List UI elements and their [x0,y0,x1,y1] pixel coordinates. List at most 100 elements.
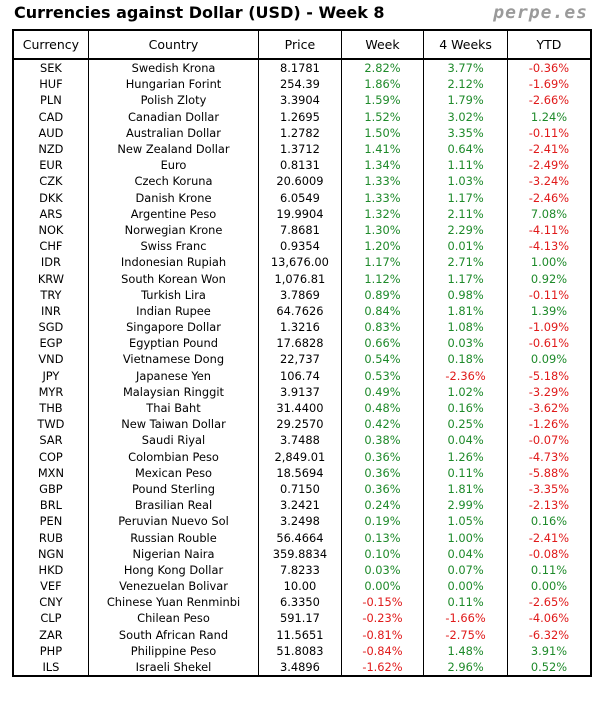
cell-ytd: -4.73% [506,448,592,465]
col-header-4weeks[interactable]: 4 Weeks [423,30,508,60]
cell-country: Egyptian Pound [87,335,260,352]
cell-week: 0.36% [340,480,425,498]
cell-4weeks: 0.04% [423,545,508,562]
cell-4weeks: 3.77% [423,59,508,77]
cell-ytd: 0.09% [506,351,592,368]
cell-week: 0.53% [340,367,425,384]
table-row: NOK Norwegian Krone 7.8681 1.30% 2.29% -4.11% [12,221,592,239]
cell-country: South African Rand [87,626,260,643]
cell-country: Saudi Riyal [87,432,260,449]
cell-currency: JPY [12,367,89,384]
table-row: COP Colombian Peso 2,849.01 0.36% 1.26% -4.73… [12,448,592,465]
cell-price: 20.6009 [258,173,342,190]
cell-week: 0.48% [340,399,425,417]
table-row: EUR Euro 0.8131 1.34% 1.11% -2.49% [12,157,592,174]
cell-week: -0.15% [340,594,425,611]
table-row: ARS Argentine Peso 19.9904 1.32% 2.11% 7.08% [12,205,592,222]
col-header-week[interactable]: Week [340,30,425,60]
cell-price: 7.8233 [258,561,342,578]
col-header-currency[interactable]: Currency [12,30,89,60]
cell-4weeks: 1.03% [423,173,508,190]
cell-4weeks: 2.29% [423,221,508,239]
col-header-price[interactable]: Price [258,30,342,60]
cell-currency: RUB [12,529,89,546]
table-row: TRY Turkish Lira 3.7869 0.89% 0.98% -0.11% [12,286,592,303]
cell-price: 18.5694 [258,464,342,481]
col-header-country[interactable]: Country [87,30,260,60]
table-row: DKK Danish Krone 6.0549 1.33% 1.17% -2.46% [12,189,592,206]
col-header-ytd[interactable]: YTD [506,30,592,60]
cell-ytd: -3.35% [506,480,592,498]
cell-price: 1.2695 [258,108,342,125]
table-row: RUB Russian Rouble 56.4664 0.13% 1.00% -2.41% [12,529,592,546]
cell-ytd: -3.29% [506,383,592,400]
cell-country: Israeli Shekel [87,658,260,677]
cell-country: Czech Koruna [87,173,260,190]
table-row: PEN Peruvian Nuevo Sol 3.2498 0.19% 1.05% 0.1… [12,513,592,530]
cell-price: 51.8083 [258,642,342,659]
page-title: Currencies against Dollar (USD) - Week 8 [14,3,385,22]
cell-ytd: -1.26% [506,416,592,433]
cell-4weeks: 1.02% [423,383,508,400]
cell-ytd: 0.52% [506,658,592,677]
cell-4weeks: 0.25% [423,416,508,433]
cell-4weeks: 3.02% [423,108,508,125]
cell-currency: ILS [12,658,89,677]
cell-price: 22,737 [258,351,342,368]
table-row: PLN Polish Zloty 3.3904 1.59% 1.79% -2.66% [12,92,592,109]
table-row: HKD Hong Kong Dollar 7.8233 0.03% 0.07% 0.11% [12,561,592,578]
cell-ytd: -0.11% [506,124,592,141]
cell-currency: HUF [12,76,89,93]
cell-country: Indian Rupee [87,302,260,319]
cell-4weeks: 0.18% [423,351,508,368]
cell-week: 1.17% [340,254,425,271]
table-row: CAD Canadian Dollar 1.2695 1.52% 3.02% 1.24% [12,108,592,125]
cell-ytd: -6.32% [506,626,592,643]
cell-currency: VEF [12,578,89,595]
cell-ytd: 1.24% [506,108,592,125]
cell-week: 0.03% [340,561,425,578]
cell-price: 1.3712 [258,140,342,158]
table-row: CLP Chilean Peso 591.17 -0.23% -1.66% -4.06% [12,610,592,627]
cell-ytd: -0.61% [506,335,592,352]
cell-country: Australian Dollar [87,124,260,141]
cell-currency: AUD [12,124,89,141]
cell-country: Colombian Peso [87,448,260,465]
cell-country: New Zealand Dollar [87,140,260,158]
cell-week: 1.32% [340,205,425,222]
cell-currency: PHP [12,642,89,659]
cell-price: 7.8681 [258,221,342,239]
cell-price: 0.7150 [258,480,342,498]
cell-week: -0.81% [340,626,425,643]
cell-4weeks: 0.01% [423,238,508,255]
cell-week: 1.52% [340,108,425,125]
cell-week: 0.00% [340,578,425,595]
cell-currency: NZD [12,140,89,158]
cell-country: Venezuelan Bolivar [87,578,260,595]
cell-ytd: -0.11% [506,286,592,303]
cell-ytd: -4.06% [506,610,592,627]
cell-country: Norwegian Krone [87,221,260,239]
table-row: TWD New Taiwan Dollar 29.2570 0.42% 0.25% -1.… [12,416,592,433]
cell-4weeks: 2.71% [423,254,508,271]
cell-country: Peruvian Nuevo Sol [87,513,260,530]
cell-4weeks: 0.16% [423,399,508,417]
table-row: INR Indian Rupee 64.7626 0.84% 1.81% 1.39% [12,302,592,319]
cell-4weeks: 0.04% [423,432,508,449]
cell-price: 64.7626 [258,302,342,319]
cell-4weeks: 1.17% [423,270,508,287]
cell-week: -1.62% [340,658,425,677]
cell-week: 0.24% [340,497,425,514]
cell-country: Pound Sterling [87,480,260,498]
cell-currency: NGN [12,545,89,562]
cell-price: 3.7869 [258,286,342,303]
cell-currency: IDR [12,254,89,271]
cell-currency: THB [12,399,89,417]
cell-4weeks: 1.11% [423,157,508,174]
cell-week: 0.36% [340,448,425,465]
cell-week: 2.82% [340,59,425,77]
cell-week: 0.36% [340,464,425,481]
cell-ytd: -2.46% [506,189,592,206]
cell-ytd: -0.08% [506,545,592,562]
cell-price: 11.5651 [258,626,342,643]
